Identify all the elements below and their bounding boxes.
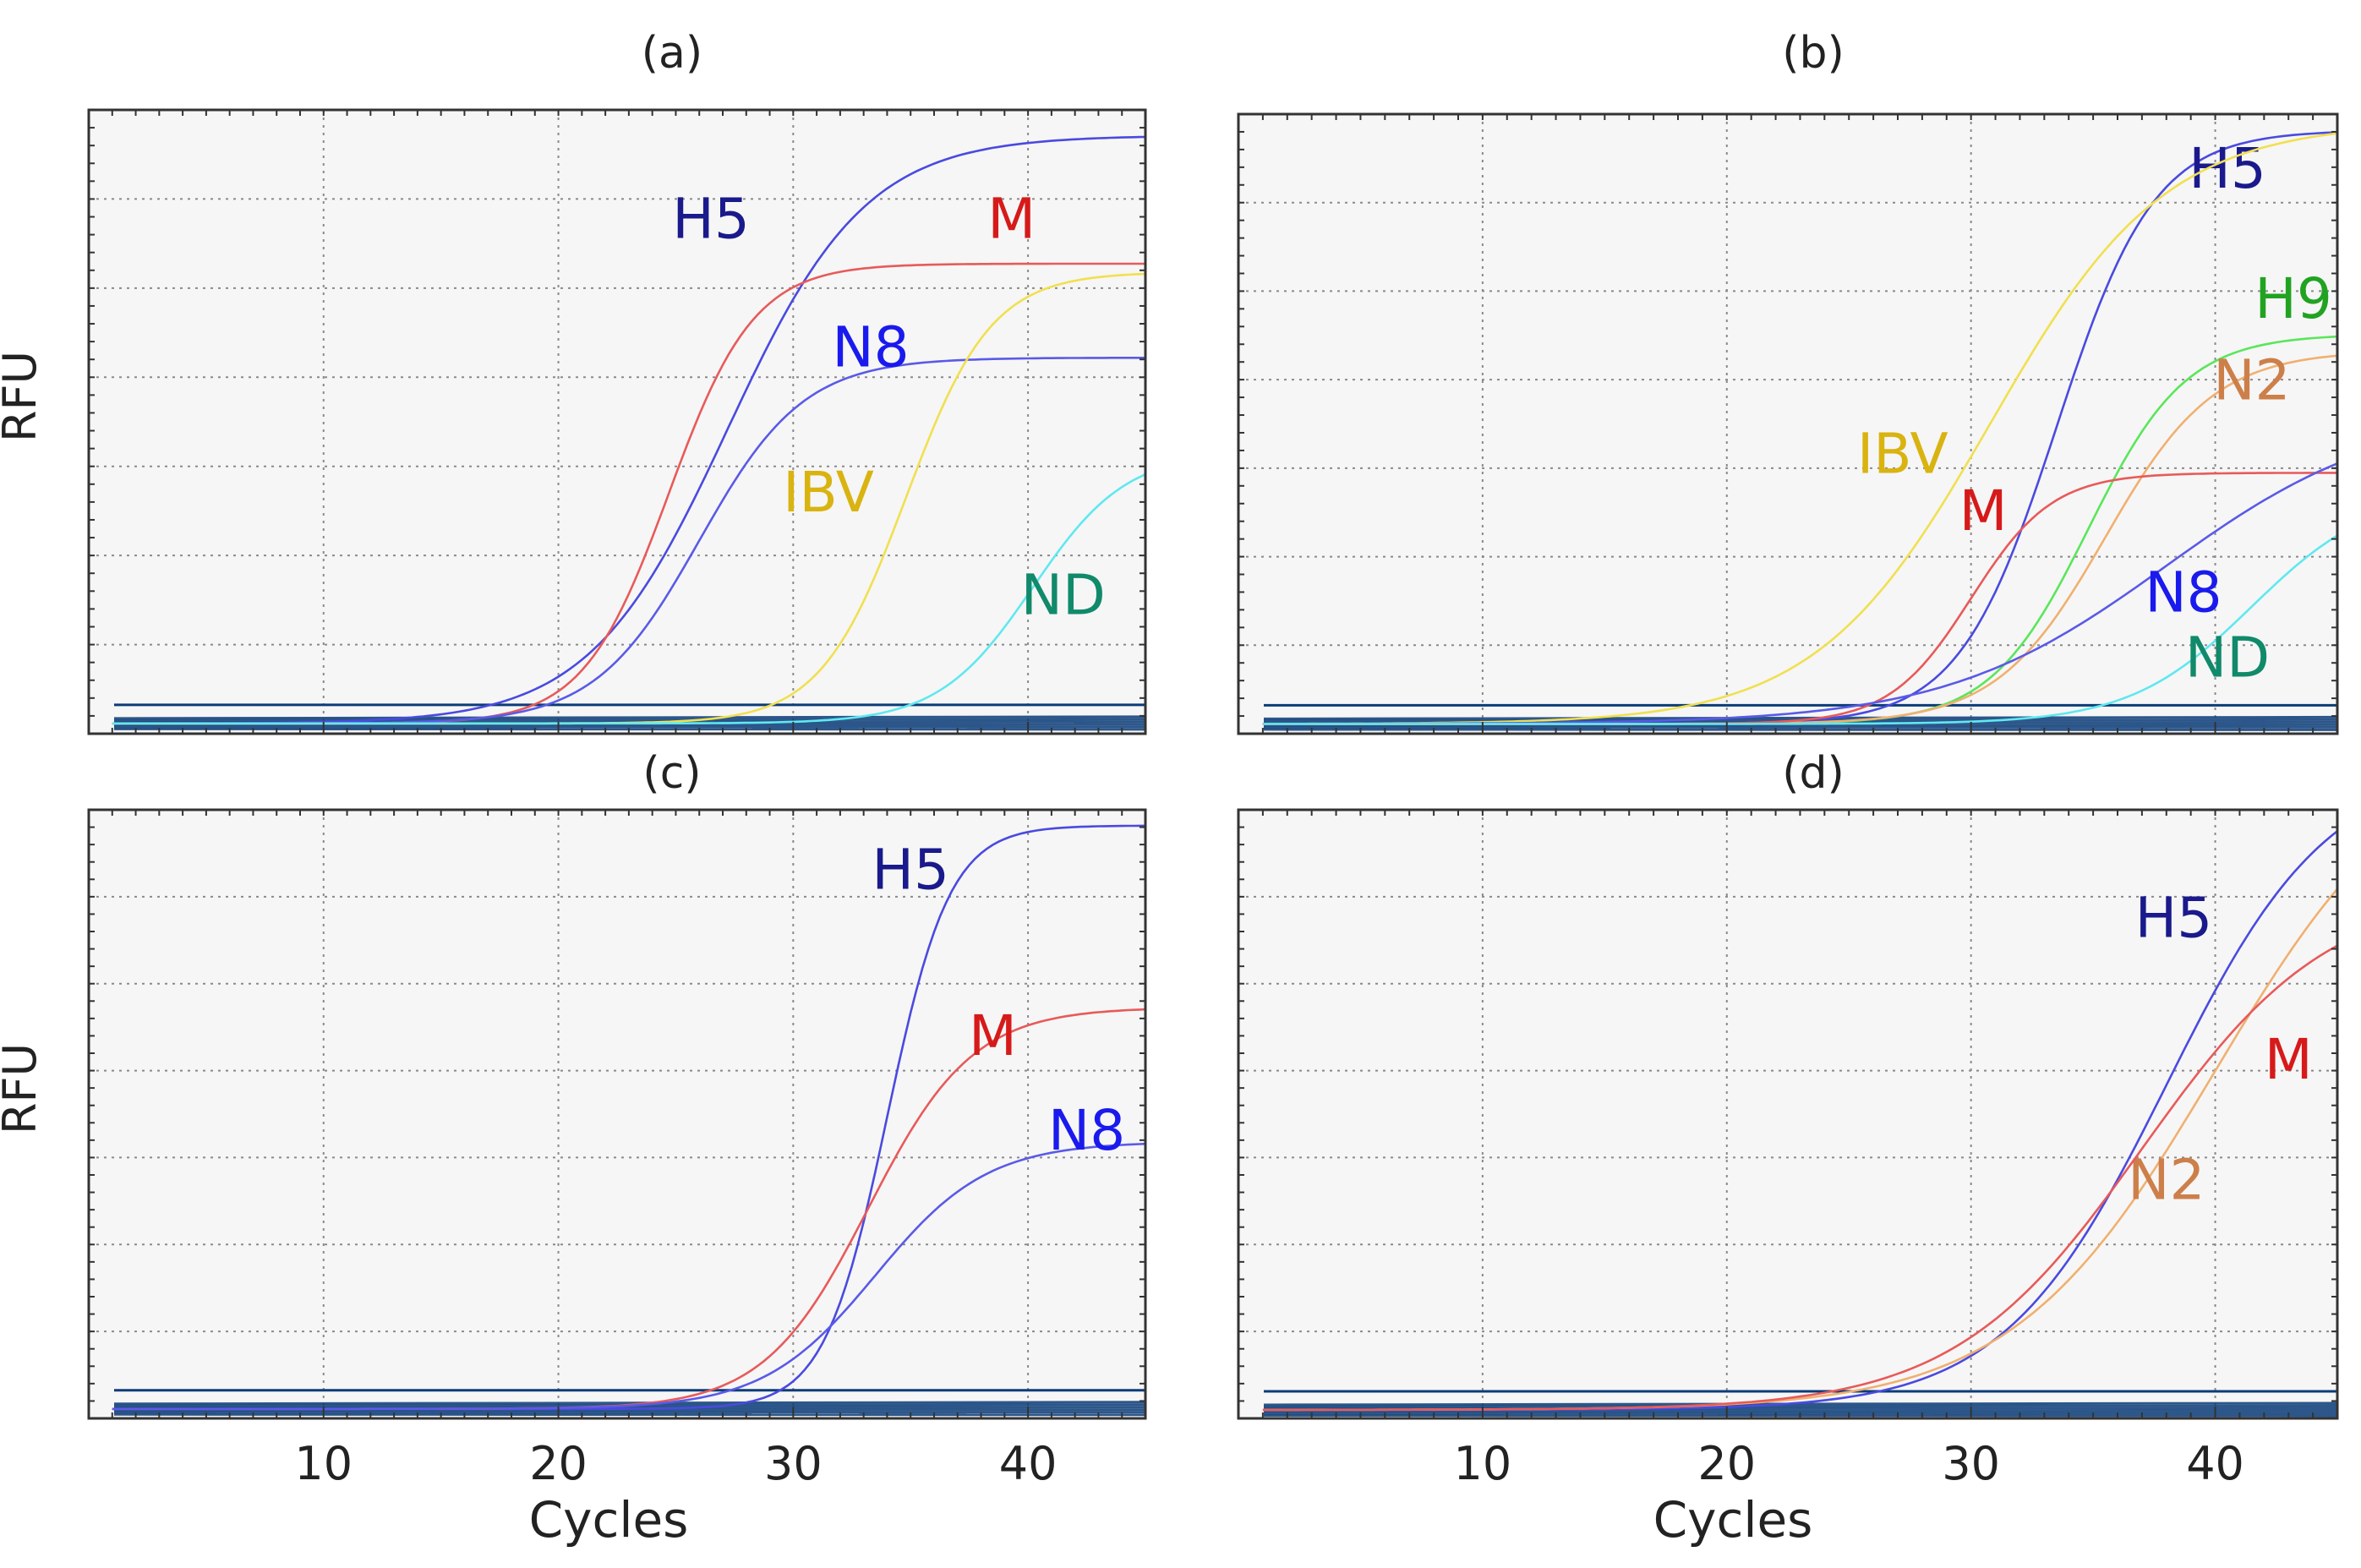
plot-frame: [87, 108, 1147, 735]
baseline-traces: [1263, 1390, 2338, 1418]
y-axis-label: RFU: [0, 1043, 46, 1134]
panel-d: H5 N2 M (d) 10 20 30 40 Cycles: [1237, 748, 2339, 1549]
plot-frame: [1237, 112, 2339, 735]
baseline-trace: [113, 1412, 1146, 1417]
x-tick-label: 40: [999, 1437, 1058, 1490]
baseline-trace: [113, 718, 1146, 722]
x-tick-label: 10: [294, 1437, 353, 1490]
curve-n8: [112, 1142, 1146, 1411]
plot-area: [1238, 114, 2337, 734]
panel-c: H5 M N8 (c) 10 20 30 40 Cycles RFU: [0, 748, 1147, 1549]
baseline-trace: [113, 723, 1146, 726]
curve-nd: [112, 473, 1146, 725]
series-label-nd: ND: [2185, 625, 2270, 690]
series-label-ibv: IBV: [783, 460, 874, 525]
x-tick-label: 40: [2186, 1437, 2244, 1490]
x-axis-label: Cycles: [1653, 1491, 1813, 1549]
plot-frame: [1237, 808, 2339, 1420]
series-label-n2: N2: [2213, 348, 2290, 413]
x-tick-label: 30: [1942, 1437, 2000, 1490]
series-label-n8: N8: [2145, 560, 2222, 625]
baseline-trace: [113, 1408, 1146, 1412]
panel-title: (c): [642, 748, 701, 799]
curve-nd: [1262, 534, 2338, 725]
series-label-n2: N2: [2128, 1147, 2205, 1212]
series-label-m: M: [987, 187, 1036, 252]
series-label-h5: H5: [672, 187, 750, 252]
baseline-trace: [1263, 723, 2338, 727]
x-tick-label: 30: [764, 1437, 823, 1490]
series-label-m: M: [2265, 1027, 2313, 1092]
series-label-h5: H5: [872, 838, 949, 903]
series-label-h9: H9: [2254, 266, 2332, 331]
panel-title: (a): [642, 28, 702, 79]
panel-title: (b): [1782, 28, 1845, 79]
baseline-trace: [1263, 1409, 2338, 1412]
y-axis-label: RFU: [0, 351, 46, 442]
x-tick-label: 20: [1697, 1437, 1756, 1490]
baseline-trace: [113, 715, 1146, 720]
series-label-m: M: [969, 1003, 1017, 1068]
series-label-n8: N8: [1048, 1098, 1125, 1163]
series-label-nd: ND: [1021, 562, 1106, 627]
x-tick-label: 10: [1454, 1437, 1512, 1490]
series-label-n8: N8: [832, 314, 909, 380]
curve-m: [1262, 944, 2338, 1412]
plot-area: [1238, 810, 2337, 1418]
plot-area: [89, 110, 1145, 734]
baseline-trace: [1263, 1401, 2338, 1407]
panel-title: (d): [1782, 748, 1845, 799]
plot-frame: [87, 808, 1147, 1420]
plot-area: [89, 810, 1145, 1418]
baseline-trace: [1263, 1404, 2338, 1408]
x-tick-label: 20: [529, 1437, 588, 1490]
baseline-trace: [113, 1401, 1146, 1406]
x-axis-label: Cycles: [529, 1491, 689, 1549]
panel-a: H5 M N8 IBV ND (a) RFU: [0, 28, 1147, 735]
series-label-h5: H5: [2189, 136, 2266, 201]
series-label-h5: H5: [2135, 886, 2213, 951]
series-label-ibv: IBV: [1857, 421, 1948, 486]
series-label-m: M: [1959, 478, 2008, 544]
baseline-trace: [1263, 715, 2338, 720]
